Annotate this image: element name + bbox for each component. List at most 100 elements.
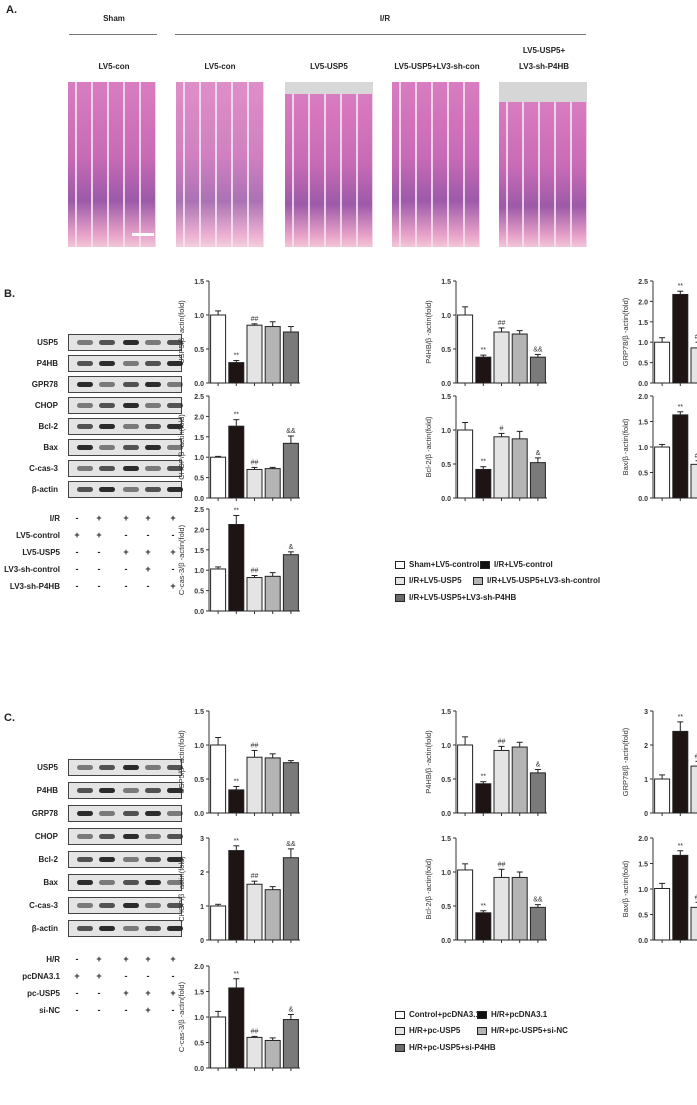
blot-row-label: C-cas-3 (29, 464, 58, 473)
blot-band (167, 880, 183, 885)
blot-band (77, 926, 93, 931)
legend-item: H/R+pc-USP5+si-NC (477, 1026, 568, 1035)
blot-band (123, 445, 139, 450)
svg-text:0.0: 0.0 (194, 381, 204, 388)
svg-text:2.5: 2.5 (194, 507, 204, 514)
blot-band (145, 445, 161, 450)
condition-sign: - (97, 564, 101, 574)
condition-sign: - (75, 564, 79, 574)
condition-sign: + (145, 547, 151, 557)
svg-text:0.0: 0.0 (441, 811, 451, 818)
svg-text:CHOP/β -actin(fold): CHOP/β -actin(fold) (177, 856, 186, 922)
legend-item: Sham+LV5-control (395, 560, 479, 569)
svg-text:**: ** (234, 778, 240, 785)
svg-text:0.5: 0.5 (194, 777, 204, 784)
svg-text:**: ** (678, 404, 684, 411)
blot-band (123, 834, 139, 839)
legend-text: H/R+pc-USP5 (409, 1026, 461, 1035)
condition-label: pc-USP5 (27, 989, 60, 998)
blot-band (77, 834, 93, 839)
legend-text: I/R+LV5-control (494, 560, 553, 569)
blot-band (145, 788, 161, 793)
condition-sign: - (124, 1005, 128, 1015)
bar-chart-c-8: 0.0 0.5 1.0 1.5 P4HB/β -actin(fold) ** ## & (421, 683, 556, 833)
blot-band (145, 361, 161, 366)
svg-text:0.0: 0.0 (194, 1066, 204, 1073)
condition-sign: + (170, 581, 176, 591)
condition-sign: - (75, 1005, 79, 1015)
group-ir-label: I/R (379, 14, 391, 23)
blot-band (99, 487, 115, 492)
blot-strip (68, 397, 183, 414)
svg-text:2.0: 2.0 (638, 836, 648, 843)
histology-image-ir-lv5-usp5 (285, 82, 373, 247)
condition-label: LV5-USP5 (22, 548, 60, 557)
blot-band (77, 445, 93, 450)
legend-text: I/R+LV5-USP5+LV3-sh-control (487, 576, 601, 585)
svg-text:&&: && (286, 841, 296, 848)
condition-sign: - (97, 1005, 101, 1015)
blot-band (123, 340, 139, 345)
condition-label: si-NC (39, 1006, 60, 1015)
blot-band (145, 903, 161, 908)
svg-text:0.5: 0.5 (194, 1041, 204, 1048)
blot-band (99, 857, 115, 862)
legend-item: I/R+LV5-USP5 (395, 576, 462, 585)
blot-band (167, 926, 183, 931)
legend-item: H/R+pc-USP5 (395, 1026, 460, 1035)
svg-text:##: ## (695, 334, 697, 341)
svg-text:**: ** (481, 347, 487, 354)
legend-swatch-icon (395, 1010, 405, 1019)
svg-text:1.5: 1.5 (441, 836, 451, 843)
svg-text:**: ** (481, 903, 487, 910)
condition-label: LV5-control (16, 531, 60, 540)
svg-text:1.5: 1.5 (194, 548, 204, 555)
legend-text: H/R+pcDNA3.1 (491, 1010, 548, 1019)
svg-text:1.5: 1.5 (194, 709, 204, 716)
legend-text: H/R+pc-USP5+si-P4HB (409, 1043, 496, 1052)
condition-sign: - (97, 581, 101, 591)
blot-band (123, 403, 139, 408)
blot-strip (68, 805, 183, 822)
histo-col-4-label: LV5-USP5+LV3-sh-con (394, 62, 480, 71)
blot-band (167, 857, 183, 862)
blot-band (167, 403, 183, 408)
condition-sign: - (75, 513, 79, 523)
svg-text:Bcl-2/β -actin(fold): Bcl-2/β -actin(fold) (424, 416, 433, 477)
blot-band (167, 903, 183, 908)
blot-band (145, 340, 161, 345)
condition-sign: - (75, 988, 79, 998)
svg-text:**: ** (678, 714, 684, 721)
svg-text:&: & (536, 450, 541, 457)
svg-text:2.0: 2.0 (638, 394, 648, 401)
svg-text:1.0: 1.0 (441, 428, 451, 435)
blot-band (77, 903, 93, 908)
bar-chart-b-3: 0.0 0.5 1.0 1.5 2.0 2.5 CHOP/β -actin(fold) ** #… (174, 368, 309, 518)
condition-sign: + (96, 530, 102, 540)
blot-band (99, 382, 115, 387)
histology-image-ir-lv5-con (176, 82, 264, 247)
svg-text:##: ## (251, 316, 259, 323)
blot-row-label: USP5 (37, 763, 58, 772)
blot-band (123, 811, 139, 816)
blot-band (145, 466, 161, 471)
sham-group-line (69, 34, 157, 35)
blot-band (123, 424, 139, 429)
svg-text:0.5: 0.5 (441, 347, 451, 354)
blot-row-label: Bax (43, 443, 58, 452)
blot-row-label: P4HB (36, 359, 58, 368)
condition-sign: + (145, 564, 151, 574)
condition-sign: + (145, 513, 151, 523)
blot-band (99, 340, 115, 345)
svg-text:0.0: 0.0 (638, 938, 648, 945)
condition-sign: - (171, 564, 175, 574)
svg-text:##: ## (498, 861, 506, 868)
blot-strip (68, 920, 183, 937)
svg-text:0.0: 0.0 (638, 381, 648, 388)
svg-text:&&: && (286, 428, 296, 435)
svg-text:CHOP/β -actin(fold): CHOP/β -actin(fold) (177, 414, 186, 480)
svg-text:C-cas-3/β -actin(fold): C-cas-3/β -actin(fold) (177, 981, 186, 1052)
condition-sign: - (146, 530, 150, 540)
svg-text:0.5: 0.5 (638, 361, 648, 368)
condition-sign: + (74, 971, 80, 981)
